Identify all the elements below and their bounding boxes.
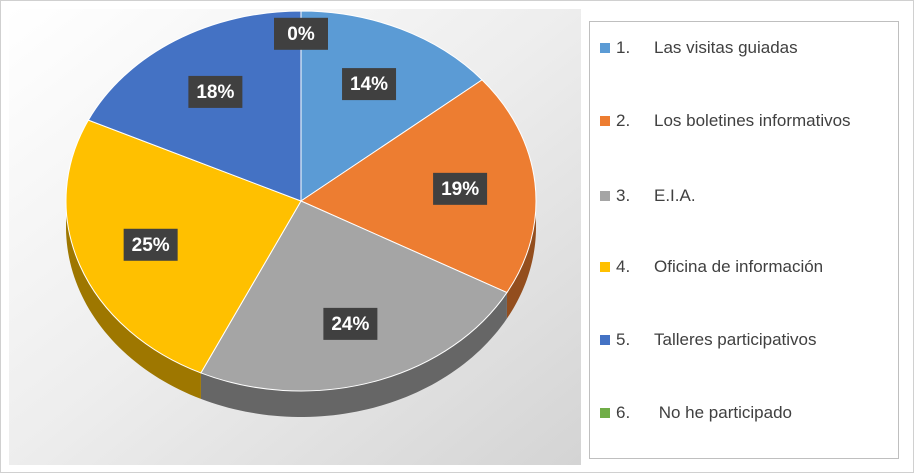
- legend-label: 6. No he participado: [616, 403, 792, 422]
- data-label-box: [123, 228, 178, 261]
- data-label: 18%: [196, 82, 234, 103]
- data-label: 14%: [350, 74, 388, 95]
- legend-label: 2. Los boletines informativos: [616, 111, 851, 130]
- legend-swatch: [600, 43, 610, 53]
- legend-item: 3. E.I.A.: [600, 184, 906, 208]
- legend-swatch: [600, 335, 610, 345]
- slice: [299, 79, 537, 294]
- data-label-box: [188, 75, 243, 108]
- legend-swatch: [600, 116, 610, 126]
- slice: [300, 10, 483, 202]
- legend-swatch: [600, 408, 610, 418]
- slice: [200, 200, 508, 392]
- data-label-box: [342, 68, 397, 101]
- legend-label: 4. Oficina de información: [616, 257, 824, 276]
- data-label: 25%: [132, 235, 170, 256]
- data-label: 19%: [441, 179, 479, 200]
- data-label: 24%: [331, 314, 369, 335]
- legend-label: 5. Talleres participativos: [616, 330, 817, 349]
- legend: 1. Las visitas guiadas 2. Los boletines i…: [589, 21, 899, 459]
- data-label-box: [433, 172, 488, 205]
- legend-swatch: [600, 262, 610, 272]
- legend-item: 6. No he participado: [600, 401, 906, 425]
- legend-item: 4. Oficina de información: [600, 255, 906, 279]
- data-label: 0%: [287, 24, 315, 45]
- legend-item: 5. Talleres participativos: [600, 328, 906, 352]
- legend-item: 1. Las visitas guiadas: [600, 36, 906, 60]
- legend-item: 2. Los boletines informativos: [600, 109, 906, 133]
- slice-side: [200, 292, 507, 417]
- legend-label: 1. Las visitas guiadas: [616, 38, 798, 57]
- legend-label: 3. E.I.A.: [616, 186, 696, 205]
- data-label-box: [274, 17, 328, 50]
- slice: [65, 119, 302, 374]
- legend-swatch: [600, 191, 610, 201]
- data-label-box: [323, 307, 378, 340]
